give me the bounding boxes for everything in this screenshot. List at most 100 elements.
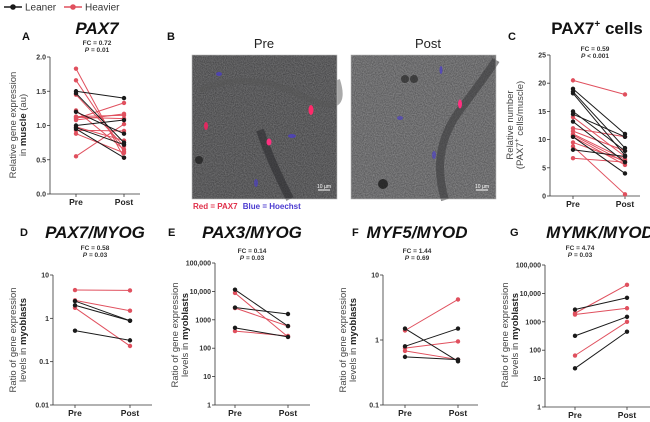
y-axis-label-bold: myoblasts — [180, 293, 191, 340]
paired-line — [574, 297, 628, 311]
paired-line — [404, 299, 459, 331]
point-post — [121, 95, 127, 101]
panel-title-text: MYF5/MYOD — [366, 223, 467, 242]
panel-title: PAX7 — [75, 19, 120, 38]
y-axis-label-part: levels in — [348, 345, 359, 382]
point-pre — [232, 325, 238, 331]
point-post — [127, 338, 133, 343]
point-pre — [570, 78, 576, 83]
paired-line — [75, 102, 125, 120]
y-axis-label-bold: muscle — [18, 113, 29, 146]
stain-legend-blue: Blue = Hoechst — [243, 202, 301, 211]
paired-line — [572, 141, 626, 162]
point-pre — [72, 328, 78, 333]
paired-line — [75, 126, 125, 142]
series-heavier — [73, 66, 127, 160]
panel-g: G MYMK/MYOD FC = 4.74P = 0.03 Ratio of gene… — [500, 223, 650, 420]
y-tick-label: 10 — [538, 137, 546, 144]
series-leaner — [570, 112, 628, 139]
point-post — [622, 148, 628, 154]
scale-bar-label-post: 10 µm — [475, 184, 489, 190]
series-leaner — [572, 329, 630, 371]
p-symbol: P — [581, 53, 586, 60]
y-axis-label-part: (au) — [18, 94, 29, 114]
point-pre — [572, 353, 578, 358]
point-pre — [232, 305, 238, 310]
paired-line — [572, 136, 626, 174]
paired-line — [404, 328, 459, 347]
point-post — [624, 314, 630, 319]
point-post — [455, 357, 461, 362]
point-pre — [570, 144, 576, 149]
point-post — [622, 192, 628, 197]
y-tick-label: 10 — [371, 273, 379, 280]
pax7-cell — [266, 138, 272, 146]
paired-line — [75, 113, 125, 121]
paired-line — [75, 94, 125, 147]
point-pre — [402, 348, 408, 354]
y-tick-label: 1000 — [525, 319, 541, 326]
series-heavier — [232, 305, 291, 329]
paired-line — [572, 149, 626, 158]
paired-line — [75, 128, 125, 159]
series-heavier — [570, 144, 628, 197]
y-tick-label: 1 — [207, 403, 211, 410]
panel-a: A PAX7 FC = 0.72P = 0.01 Relative gene expr… — [8, 19, 140, 207]
stain-legend: Red = PAX7 Blue = Hoechst — [193, 202, 301, 211]
image-label-pre: Pre — [254, 36, 274, 51]
p-value-label: P = 0.03 — [83, 252, 108, 259]
paired-line — [234, 289, 289, 327]
fold-change-label: FC = 0.59 — [581, 46, 610, 53]
point-pre — [73, 154, 79, 159]
series-leaner — [72, 303, 133, 323]
paired-line — [74, 299, 131, 312]
panel-title-text: PAX7 — [551, 19, 594, 38]
y-tick-label: 1000 — [195, 317, 211, 324]
point-post — [121, 147, 127, 152]
paired-line — [74, 330, 131, 341]
point-pre — [570, 140, 576, 145]
paired-line — [572, 88, 626, 135]
series-heavier — [73, 108, 127, 152]
panel-title-text: PAX3/MYOG — [202, 223, 302, 242]
panel-title-superscript: + — [594, 19, 600, 30]
paired-line — [574, 307, 628, 316]
series-leaner — [402, 326, 461, 349]
y-tick-label: 100,000 — [516, 263, 541, 270]
p-value: = 0.03 — [87, 252, 107, 259]
paired-line — [75, 90, 125, 99]
point-pre — [572, 333, 578, 339]
panel-letter-c: C — [508, 31, 516, 43]
p-value: = 0.03 — [244, 255, 264, 262]
point-pre — [572, 307, 578, 312]
panel-d: D PAX7/MYOG FC = 0.58P = 0.03 Ratio of gene… — [8, 223, 152, 418]
p-value: = 0.69 — [409, 255, 429, 262]
panel-b: B Pre Post 10 µm — [167, 31, 500, 211]
y-tick-label: 1.5 — [36, 89, 46, 96]
point-post — [121, 155, 127, 160]
p-value-label: P = 0.03 — [240, 255, 265, 262]
point-post — [127, 288, 133, 293]
point-post — [624, 306, 630, 311]
y-tick-label: 25 — [538, 53, 546, 60]
panel-e: E PAX3/MYOG FC = 0.14P = 0.03 Ratio of gene… — [168, 223, 310, 418]
paired-line — [572, 116, 626, 157]
nucleus — [432, 151, 436, 159]
p-symbol: P — [83, 252, 88, 259]
stain-legend-red: Red = PAX7 — [193, 202, 238, 211]
y-axis-label-part: levels in — [180, 340, 191, 377]
series-leaner — [572, 314, 630, 339]
x-tick-label: Post — [449, 408, 468, 418]
point-pre — [570, 156, 576, 161]
y-tick-label: 100 — [529, 348, 541, 355]
point-post — [127, 343, 133, 349]
point-post — [285, 334, 291, 340]
point-post — [127, 318, 133, 323]
y-tick-label: 0.5 — [36, 157, 46, 164]
x-tick-label: Post — [121, 408, 140, 418]
panel-title: MYMK/MYOD — [546, 223, 650, 242]
micrograph-post: 10 µm — [350, 54, 500, 202]
y-axis-label-part: in — [18, 146, 29, 156]
y-axis-label-line1: Ratio of gene expression — [338, 287, 349, 392]
